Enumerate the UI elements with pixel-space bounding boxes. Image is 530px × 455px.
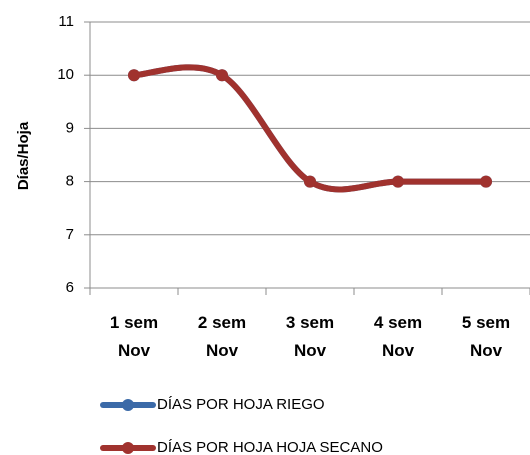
point <box>216 69 228 82</box>
y-axis-label: Días/Hoja <box>15 121 32 190</box>
y-tick-label: 10 <box>57 66 74 83</box>
x-tick-label: 5 sem Nov <box>462 313 510 360</box>
x-tick-label: 3 sem Nov <box>286 313 334 360</box>
legend-marker <box>122 399 134 411</box>
y-tick-label: 11 <box>58 13 74 30</box>
legend-marker <box>122 442 134 454</box>
point <box>128 69 140 82</box>
point <box>304 175 316 188</box>
legend-label: DÍAS POR HOJA HOJA SECANO <box>157 439 383 455</box>
y-tick-label: 7 <box>66 226 74 243</box>
y-tick-label: 6 <box>66 279 74 296</box>
point <box>392 175 404 188</box>
y-tick-label: 9 <box>66 119 74 136</box>
x-tick-label: 1 sem Nov <box>110 313 158 360</box>
y-tick-label: 8 <box>66 173 74 190</box>
x-tick-label: 2 sem Nov <box>198 313 246 360</box>
x-tick-label: 4 sem Nov <box>374 313 422 360</box>
legend-label: DÍAS POR HOJA RIEGO <box>157 396 325 413</box>
point <box>480 175 492 188</box>
